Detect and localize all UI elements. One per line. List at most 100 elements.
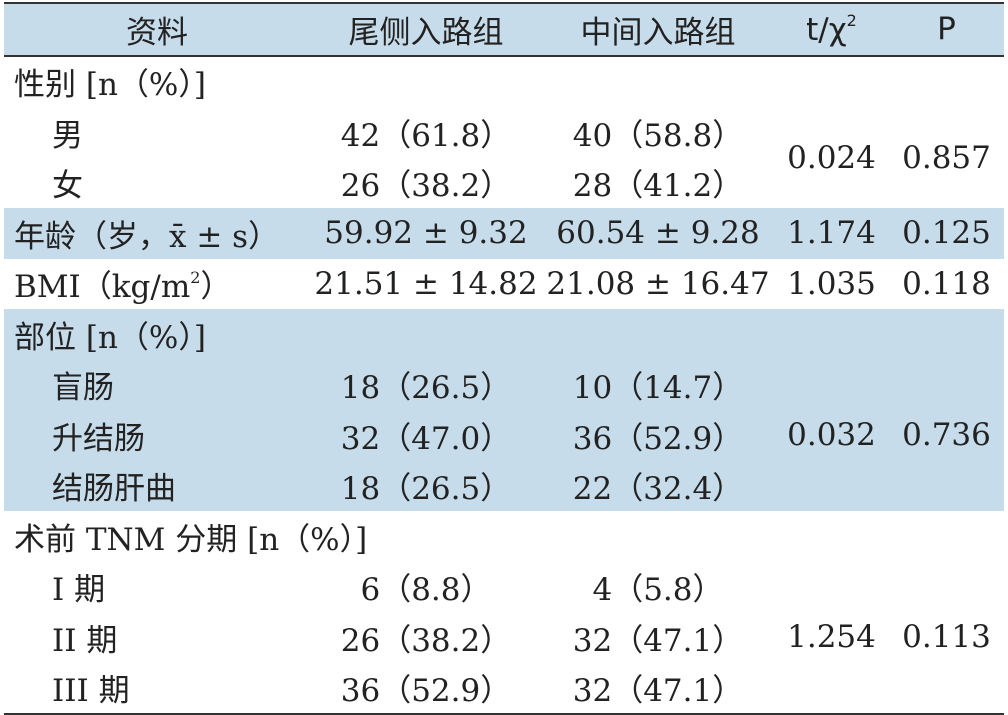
cell-text: 32（47.0） bbox=[340, 420, 512, 457]
row-label: 升结肠 bbox=[4, 410, 310, 461]
cell-text: 21.08 ± 16.47 bbox=[546, 265, 770, 302]
sub-row: 女 26（38.2） 28（41.2） bbox=[4, 158, 1004, 209]
section-row: 性别 [n（%）] bbox=[4, 56, 1004, 108]
stat-cell: 0.125 bbox=[889, 208, 1004, 259]
cell-text: 0.857 bbox=[902, 139, 991, 176]
row-label: 女 bbox=[4, 158, 310, 209]
section-row: 年龄（岁，x̄ ± s） 59.92 ± 9.32 60.54 ± 9.28 1.17… bbox=[4, 208, 1004, 259]
sub-row: 男 42（61.8） 40（58.8） 0.024 0.857 bbox=[4, 107, 1004, 176]
header-row: 资料 尾侧入路组 中间入路组 t/χ2 P bbox=[4, 3, 1004, 56]
cell-text: 42（61.8） bbox=[340, 117, 512, 154]
cell-text: 18（26.5） bbox=[340, 471, 512, 508]
value-cell: 18（26.5） bbox=[310, 359, 542, 410]
empty-cell bbox=[889, 511, 1004, 562]
section-row: 部位 [n（%）] bbox=[4, 309, 1004, 360]
cell-text: 盲肠 bbox=[52, 370, 114, 407]
cell-text: 22（32.4） bbox=[572, 471, 744, 508]
cell-text: 尾侧入路组 bbox=[348, 14, 504, 51]
cell-text: t/χ bbox=[806, 11, 847, 48]
cell-text: 年龄（岁，x̄ ± s） bbox=[14, 218, 280, 255]
cell-text: 59.92 ± 9.32 bbox=[324, 215, 528, 252]
value-cell: 40（58.8） bbox=[542, 107, 774, 158]
sub-row: I 期 6（8.8） 4（5.8） 1.254 0.113 bbox=[4, 562, 1004, 655]
cell-text: 32（47.1） bbox=[572, 673, 744, 710]
empty-cell bbox=[542, 56, 774, 108]
row-label: 性别 [n（%）] bbox=[4, 56, 310, 108]
cell-text: 0.113 bbox=[902, 619, 991, 656]
sub-row: 结肠肝曲 18（26.5） 22（32.4） bbox=[4, 460, 1004, 511]
value-cell: 6（8.8） bbox=[310, 562, 542, 613]
data-table: 资料 尾侧入路组 中间入路组 t/χ2 P 性别 [n（%）] 男 42（61.8） 40（5… bbox=[4, 2, 1004, 715]
cell-text: 1.035 bbox=[787, 265, 876, 302]
stat-cell: 1.254 bbox=[774, 562, 889, 715]
cell-text: 结肠肝曲 bbox=[52, 471, 176, 508]
cell-text: 男 bbox=[52, 117, 83, 154]
cell-text: 36（52.9） bbox=[572, 420, 744, 457]
cell-text: 资料 bbox=[126, 14, 188, 51]
row-label: 部位 [n（%）] bbox=[4, 309, 310, 360]
row-label: 术前 TNM 分期 [n（%）] bbox=[4, 511, 367, 562]
header-cell: P bbox=[889, 3, 1004, 56]
value-cell: 18（26.5） bbox=[310, 460, 542, 511]
cell-text: 26（38.2） bbox=[340, 168, 512, 205]
cell-text: 升结肠 bbox=[52, 420, 145, 457]
cell-text: P bbox=[937, 11, 956, 48]
empty-cell bbox=[542, 511, 774, 562]
cell-text: 0.032 bbox=[787, 417, 876, 454]
empty-cell bbox=[774, 309, 889, 360]
value-cell: 32（47.1） bbox=[542, 612, 774, 663]
value-cell: 4（5.8） bbox=[542, 562, 774, 613]
cell-text: 28（41.2） bbox=[572, 168, 744, 205]
value-cell: 22（32.4） bbox=[542, 460, 774, 511]
cell-text: 中间入路组 bbox=[580, 14, 736, 51]
stat-cell: 0.113 bbox=[889, 562, 1004, 715]
row-label: BMI（kg/m2） bbox=[4, 259, 310, 310]
table-body: 性别 [n（%）] 男 42（61.8） 40（58.8） 0.024 0.857 女 26（… bbox=[4, 56, 1004, 715]
empty-cell bbox=[542, 309, 774, 360]
stat-cell: 1.035 bbox=[774, 259, 889, 310]
value-cell: 28（41.2） bbox=[542, 158, 774, 209]
cell-text: 60.54 ± 9.28 bbox=[556, 215, 760, 252]
stat-cell: 1.174 bbox=[774, 208, 889, 259]
row-label: 男 bbox=[4, 107, 310, 158]
empty-cell bbox=[310, 309, 542, 360]
cell-text: BMI（kg/m bbox=[14, 269, 191, 306]
value-cell: 10（14.7） bbox=[542, 359, 774, 410]
section-row: BMI（kg/m2） 21.51 ± 14.82 21.08 ± 16.47 1.03… bbox=[4, 259, 1004, 310]
cell-text: I 期 bbox=[52, 572, 106, 609]
value-cell: 36（52.9） bbox=[542, 410, 774, 461]
stat-cell: 0.857 bbox=[889, 107, 1004, 208]
superscript: 2 bbox=[190, 268, 201, 288]
value-cell: 36（52.9） bbox=[310, 663, 542, 715]
value-cell: 26（38.2） bbox=[310, 158, 542, 209]
cell-text: 0.024 bbox=[787, 139, 876, 176]
sub-row: 盲肠 18（26.5） 10（14.7） 0.032 0.736 bbox=[4, 359, 1004, 511]
cell-text: 18（26.5） bbox=[340, 370, 512, 407]
cell-text: 21.51 ± 14.82 bbox=[314, 265, 538, 302]
header-cell: 中间入路组 bbox=[542, 3, 774, 56]
cell-text: 40（58.8） bbox=[572, 117, 744, 154]
value-cell: 32（47.0） bbox=[310, 410, 542, 461]
empty-cell bbox=[310, 56, 542, 108]
cell-text: 4（5.8） bbox=[592, 572, 724, 609]
value-cell: 26（38.2） bbox=[310, 612, 542, 663]
value-cell: 21.51 ± 14.82 bbox=[310, 259, 542, 310]
sub-row: II 期 26（38.2） 32（47.1） bbox=[4, 612, 1004, 663]
cell-text: 32（47.1） bbox=[572, 622, 744, 659]
sub-row: 升结肠 32（47.0） 36（52.9） bbox=[4, 410, 1004, 461]
empty-cell bbox=[889, 56, 1004, 108]
cell-text: II 期 bbox=[52, 622, 118, 659]
cell-text: 10（14.7） bbox=[572, 370, 744, 407]
empty-cell bbox=[774, 56, 889, 108]
cell-text: 性别 [n（%）] bbox=[14, 67, 206, 104]
cell-text: 部位 [n（%）] bbox=[14, 319, 206, 356]
cell-text: 0.736 bbox=[902, 417, 991, 454]
cell-text: 6（8.8） bbox=[360, 572, 492, 609]
value-cell: 21.08 ± 16.47 bbox=[542, 259, 774, 310]
header-cell: t/χ2 bbox=[774, 3, 889, 56]
row-label: I 期 bbox=[4, 562, 310, 613]
value-cell: 32（47.1） bbox=[542, 663, 774, 715]
row-label: III 期 bbox=[4, 663, 310, 715]
stat-cell: 0.736 bbox=[889, 359, 1004, 511]
